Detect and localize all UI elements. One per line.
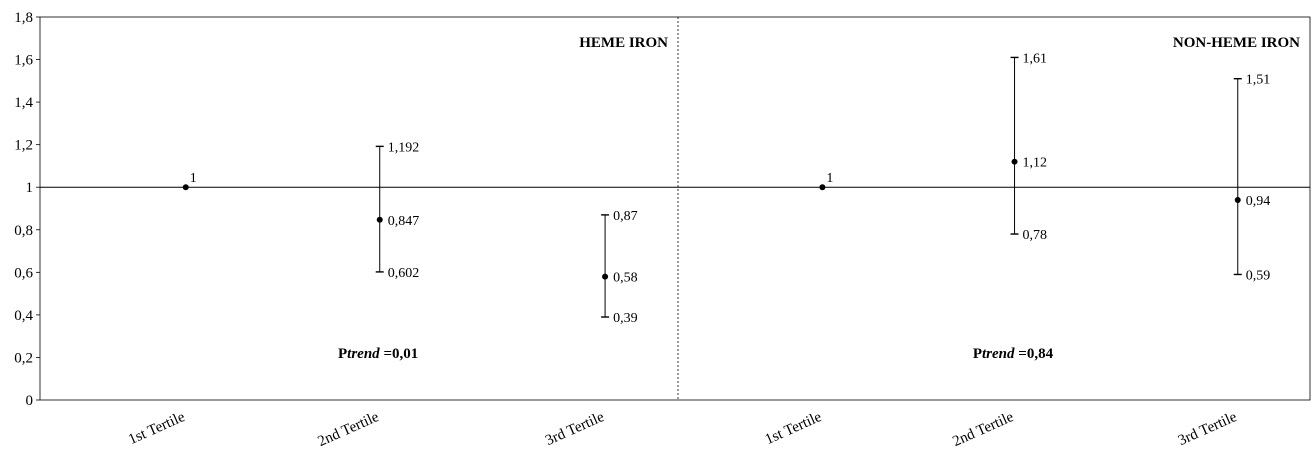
y-axis: 0 0,2 0,4 0,6 0,8 1 1,2 1,4 1,6 1,8 — [14, 10, 40, 409]
upper-bound-label: 0,87 — [613, 209, 638, 224]
lower-bound-label: 0,78 — [1023, 228, 1048, 243]
ptrend-label: Ptrend =0,01 — [338, 346, 418, 362]
plot-area-border — [39, 16, 1311, 401]
panel: NON-HEME IRON Ptrend =0,84 1st Tertile 2nd … — [763, 35, 1300, 450]
data-point — [819, 184, 826, 191]
panel-title: NON-HEME IRON — [1173, 35, 1300, 51]
y-tick-label: 0 — [26, 393, 34, 409]
upper-bound-label: 1,61 — [1023, 51, 1048, 66]
upper-bound-label: 1,192 — [388, 140, 420, 155]
y-tick-label: 1,8 — [14, 10, 33, 26]
point-value-label: 1 — [190, 171, 197, 186]
panels: HEME IRON Ptrend =0,01 1st Tertile 2nd Tert… — [40, 35, 1310, 450]
y-tick-label: 1,4 — [14, 95, 33, 111]
point-value-label: 1 — [826, 171, 833, 186]
point-value-label: 0,847 — [388, 214, 420, 229]
y-tick-label: 0,2 — [14, 350, 33, 366]
panel: HEME IRON Ptrend =0,01 1st Tertile 2nd Tert… — [126, 35, 668, 450]
data-point — [182, 184, 189, 191]
data-point — [376, 216, 383, 223]
y-tick-label: 1,2 — [14, 138, 33, 154]
x-tick-label: 2nd Tertile — [316, 409, 382, 450]
y-tick-label: 1,6 — [14, 53, 33, 69]
x-tick-label: 1st Tertile — [763, 409, 825, 448]
lower-bound-label: 0,39 — [613, 311, 638, 326]
lower-bound-label: 0,59 — [1246, 268, 1271, 283]
point-value-label: 0,94 — [1246, 194, 1271, 209]
data-point — [602, 273, 609, 280]
panel-title: HEME IRON — [579, 35, 668, 51]
y-tick-label: 0,6 — [14, 265, 33, 281]
x-tick-label: 3rd Tertile — [1176, 409, 1240, 449]
data-point — [1234, 196, 1241, 203]
x-tick-label: 2nd Tertile — [950, 409, 1016, 450]
y-tick-label: 0,8 — [14, 223, 33, 239]
ptrend-label: Ptrend =0,84 — [973, 346, 1054, 362]
lower-bound-label: 0,602 — [388, 266, 420, 281]
point-value-label: 0,58 — [613, 271, 638, 286]
upper-bound-label: 1,51 — [1246, 73, 1271, 88]
x-tick-label: 1st Tertile — [126, 409, 188, 448]
x-tick-label: 3rd Tertile — [543, 409, 607, 449]
y-tick-label: 0,4 — [14, 308, 33, 324]
point-value-label: 1,12 — [1023, 156, 1048, 171]
y-tick-label: 1 — [26, 180, 34, 196]
data-point — [1011, 158, 1018, 165]
